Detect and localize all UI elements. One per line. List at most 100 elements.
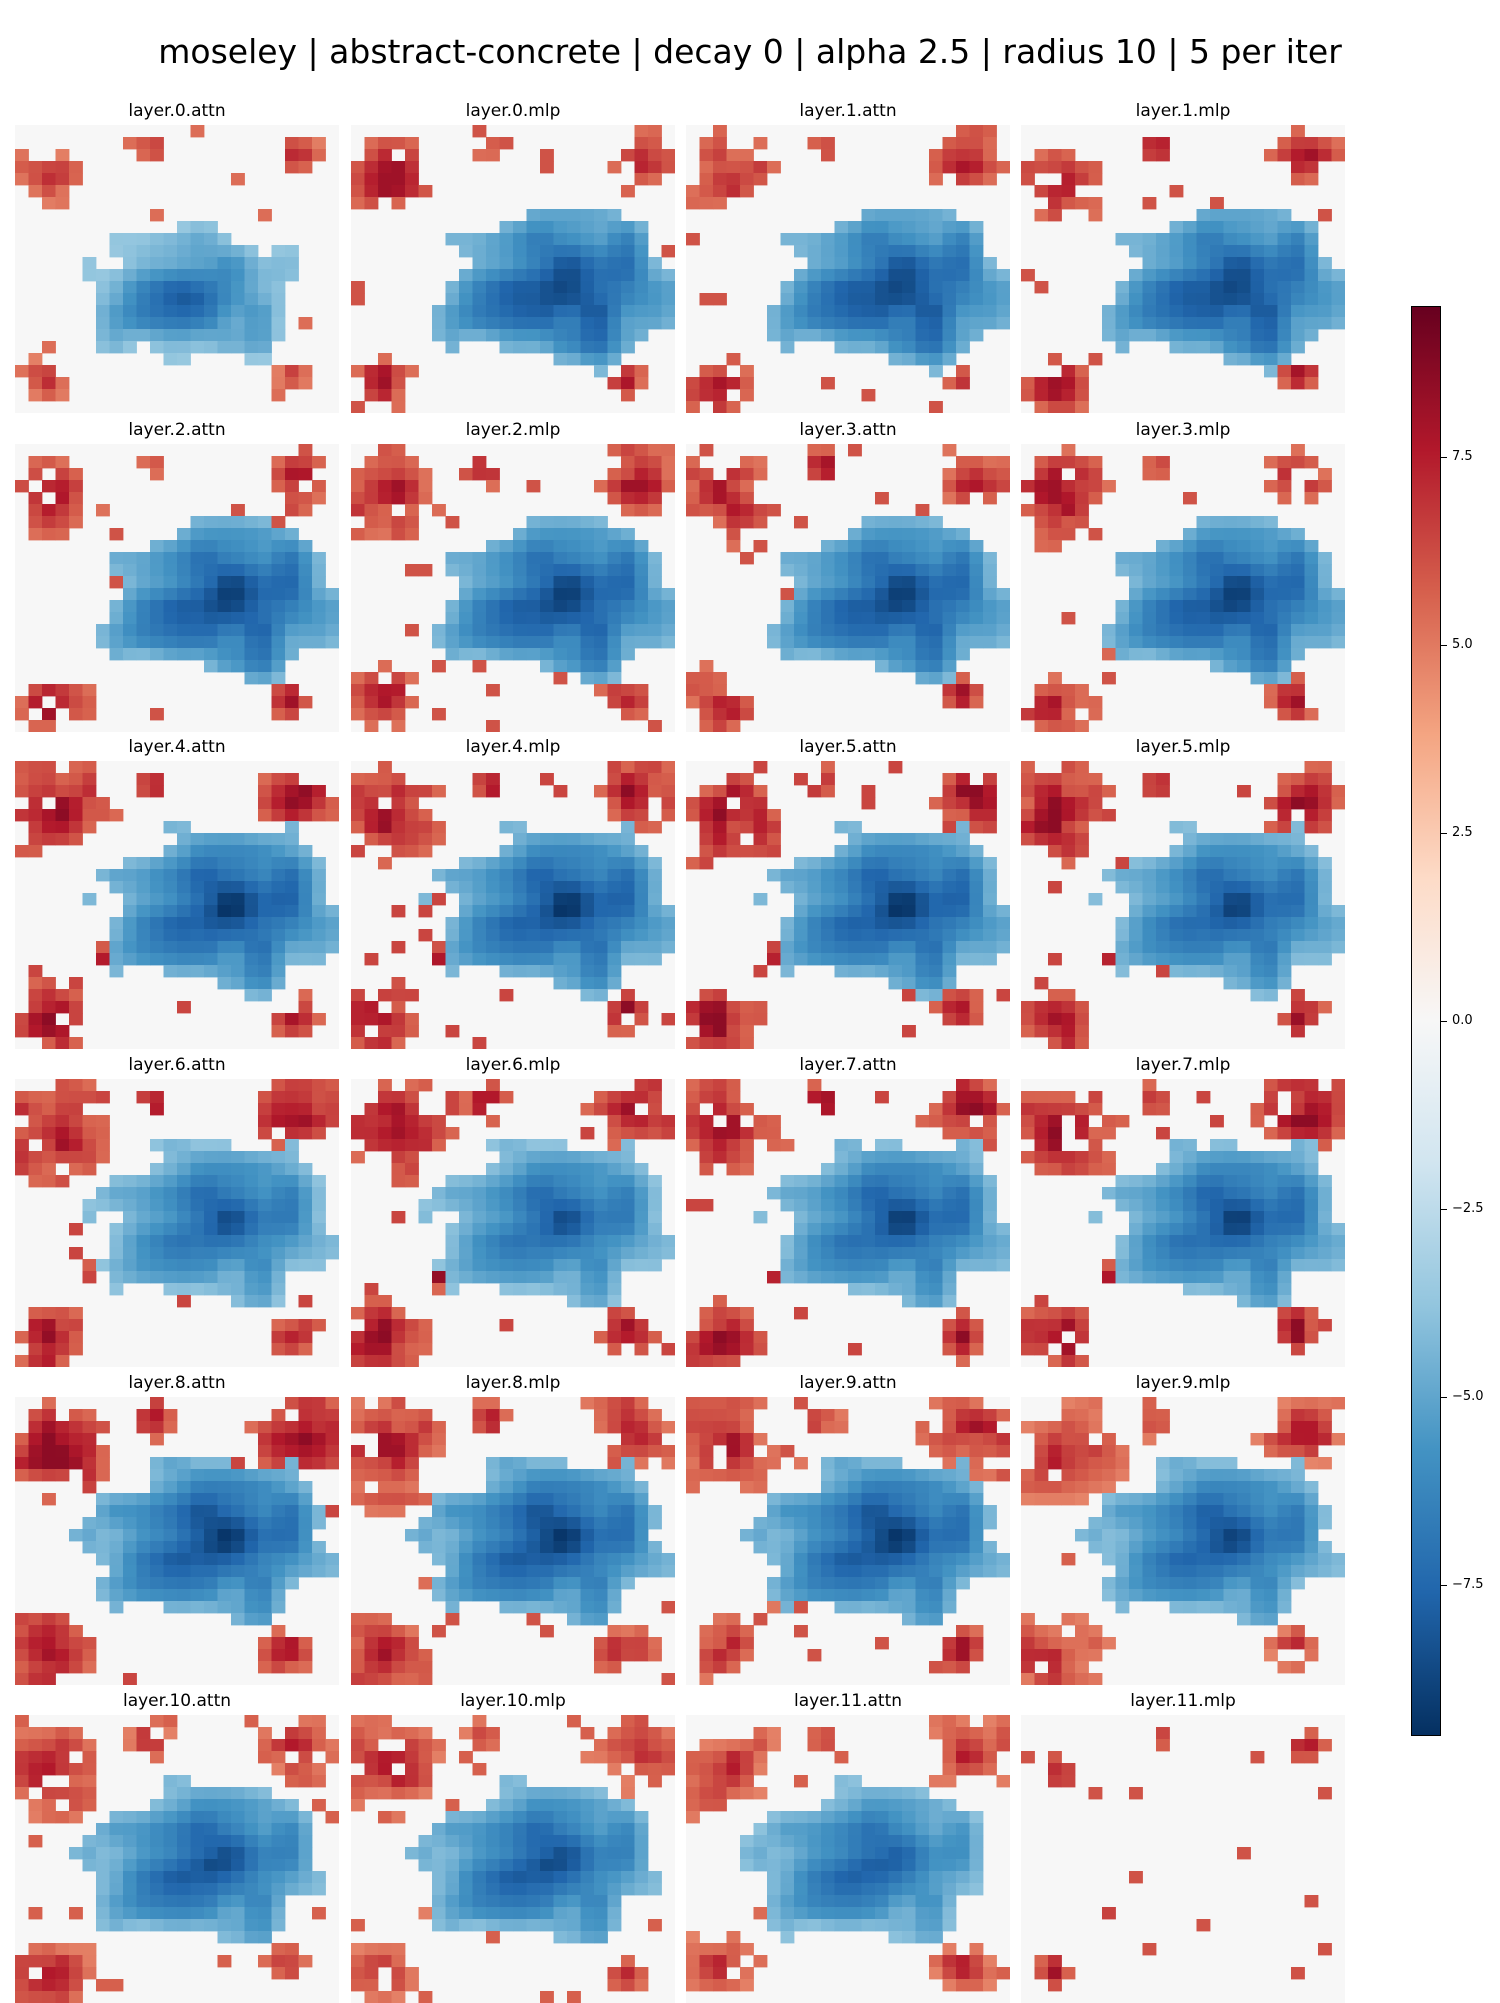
heatmap-cell (621, 233, 635, 246)
heatmap-cell (594, 1409, 608, 1422)
heatmap-cell (1277, 540, 1292, 553)
heatmap-cell (1115, 600, 1130, 613)
heatmap-cell (902, 1151, 916, 1164)
heatmap-cell (740, 456, 754, 469)
heatmap-cell (391, 821, 406, 834)
heatmap-cell (753, 1001, 768, 1014)
heatmap-cell (634, 941, 649, 954)
heatmap-cell (459, 281, 473, 294)
heatmap-cell (1264, 149, 1278, 162)
heatmap-cell (190, 893, 205, 906)
heatmap-cell (540, 161, 554, 174)
heatmap-cell (96, 869, 110, 882)
heatmap-cell (1061, 797, 1076, 810)
heatmap-cell (580, 905, 595, 918)
heatmap-cell (472, 149, 487, 162)
heatmap-cell (996, 305, 1010, 318)
heatmap-cell (513, 1283, 527, 1296)
heatmap-cell (861, 293, 876, 306)
heatmap-cell (432, 1139, 446, 1152)
heatmap-cell (726, 833, 741, 846)
heatmap-panel (686, 444, 1010, 732)
heatmap-cell (594, 941, 608, 954)
heatmap-cell (1277, 893, 1292, 906)
heatmap-cell (258, 797, 272, 810)
heatmap-cell (1034, 480, 1049, 493)
heatmap-cell (607, 1163, 622, 1176)
heatmap-cell (540, 1163, 554, 1176)
heatmap-cell (1291, 648, 1305, 661)
heatmap-cell (150, 1469, 164, 1482)
heatmap-cell (418, 480, 433, 493)
heatmap-cell (391, 401, 406, 413)
heatmap-cell (15, 708, 29, 721)
heatmap-cell (1264, 221, 1278, 234)
heatmap-cell (875, 552, 889, 565)
heatmap-cell (794, 612, 808, 625)
heatmap-cell (821, 1259, 835, 1272)
heatmap-cell (726, 708, 741, 721)
heatmap-cell (298, 468, 313, 481)
heatmap-cell (28, 696, 43, 709)
heatmap-cell (969, 1091, 984, 1104)
heatmap-cell (312, 1199, 326, 1212)
heatmap-cell (634, 953, 649, 966)
heatmap-cell (378, 809, 392, 822)
heatmap-cell (821, 869, 835, 882)
heatmap-cell (1304, 797, 1319, 810)
heatmap-cell (807, 953, 822, 966)
heatmap-cell (298, 797, 313, 810)
heatmap-cell (848, 305, 862, 318)
heatmap-cell (136, 1091, 151, 1104)
heatmap-cell (499, 905, 514, 918)
heatmap-cell (1291, 929, 1305, 942)
heatmap-panel (686, 1079, 1010, 1367)
heatmap-cell (163, 257, 178, 270)
heatmap-cell (929, 1199, 943, 1212)
heatmap-cell (163, 1151, 178, 1164)
heatmap-cell (258, 588, 272, 601)
heatmap-cell (942, 600, 957, 613)
heatmap-cell (1169, 941, 1184, 954)
heatmap-cell (594, 576, 608, 589)
heatmap-cell (821, 552, 835, 565)
heatmap-cell (1169, 1271, 1184, 1284)
heatmap-cell (1196, 1247, 1211, 1260)
heatmap-panel (15, 761, 339, 1049)
heatmap-cell (740, 389, 754, 402)
heatmap-cell (204, 245, 218, 258)
heatmap-cell (983, 552, 997, 565)
heatmap-cell (1142, 293, 1157, 306)
heatmap-cell (351, 1331, 365, 1344)
heatmap-cell (231, 1223, 245, 1236)
heatmap-panel (351, 1397, 675, 1685)
heatmap-cell (217, 833, 232, 846)
heatmap-cell (526, 233, 541, 246)
heatmap-cell (956, 672, 970, 685)
heatmap-cell (109, 233, 124, 246)
heatmap-cell (244, 612, 259, 625)
heatmap-cell (285, 1025, 299, 1038)
heatmap-cell (258, 1115, 272, 1128)
heatmap-cell (875, 1235, 889, 1248)
heatmap-cell (983, 173, 997, 186)
heatmap-cell (1034, 821, 1049, 834)
heatmap-cell (1021, 1331, 1035, 1344)
heatmap-cell (634, 881, 649, 894)
heatmap-cell (621, 269, 635, 282)
heatmap-cell (136, 1409, 151, 1422)
heatmap-cell (204, 317, 218, 330)
heatmap-cell (621, 785, 635, 798)
heatmap-cell (661, 761, 675, 774)
heatmap-cell (1129, 305, 1143, 318)
heatmap-cell (594, 564, 608, 577)
heatmap-cell (364, 809, 379, 822)
heatmap-cell (567, 905, 581, 918)
heatmap-cell (956, 456, 970, 469)
heatmap-cell (190, 1199, 205, 1212)
heatmap-cell (1264, 329, 1278, 342)
heatmap-cell (258, 1661, 272, 1674)
heatmap-cell (540, 269, 554, 282)
heatmap-cell (942, 1343, 957, 1356)
heatmap-cell (312, 149, 326, 162)
